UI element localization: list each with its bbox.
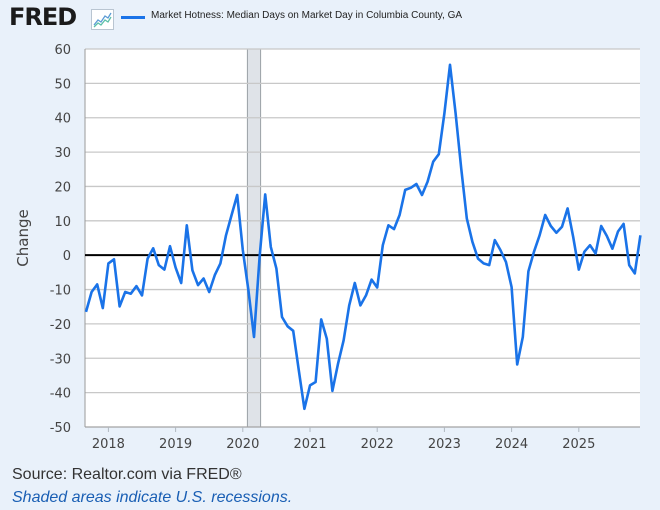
recession-shading [246, 48, 262, 428]
fred-logo[interactable]: FRED [9, 3, 77, 31]
line-chart-icon [91, 9, 114, 30]
x-tick-label: 2025 [562, 437, 595, 452]
legend-swatch [121, 16, 145, 19]
y-tick-label: 40 [54, 112, 71, 127]
legend-label: Market Hotness: Median Days on Market Da… [151, 10, 463, 21]
x-tick-label: 2020 [226, 437, 259, 452]
y-tick-label: 0 [63, 249, 71, 264]
x-tick-label: 2019 [159, 437, 192, 452]
chart-header: FRED Market Hotness: Median Days on Mark… [0, 0, 660, 34]
y-tick-label: 20 [54, 180, 71, 195]
y-tick-label: -10 [50, 284, 71, 299]
y-tick-label: -30 [50, 352, 71, 367]
x-tick-label: 2024 [495, 437, 528, 452]
recession-note: Shaded areas indicate U.S. recessions. [12, 489, 293, 506]
y-tick-label: 60 [54, 43, 71, 58]
x-tick-label: 2018 [92, 437, 125, 452]
x-tick-label: 2023 [428, 437, 461, 452]
plot-area [85, 49, 640, 427]
y-tick-label: 50 [54, 77, 71, 92]
y-tick-label: -40 [50, 387, 71, 402]
source-text: Source: Realtor.com via FRED® [12, 466, 242, 483]
line-chart: 60 50 40 30 20 10 0 -10 -20 -30 -40 -50 2018 2019 2020… [14, 43, 642, 452]
x-tick-label: 2021 [293, 437, 326, 452]
y-tick-label: 10 [54, 215, 71, 230]
y-tick-label: -50 [50, 421, 71, 436]
x-tick-label: 2022 [361, 437, 394, 452]
data-series-line [84, 63, 642, 411]
y-tick-label: -20 [50, 318, 71, 333]
y-axis-label: Change [14, 209, 32, 266]
y-tick-label: 30 [54, 146, 71, 161]
